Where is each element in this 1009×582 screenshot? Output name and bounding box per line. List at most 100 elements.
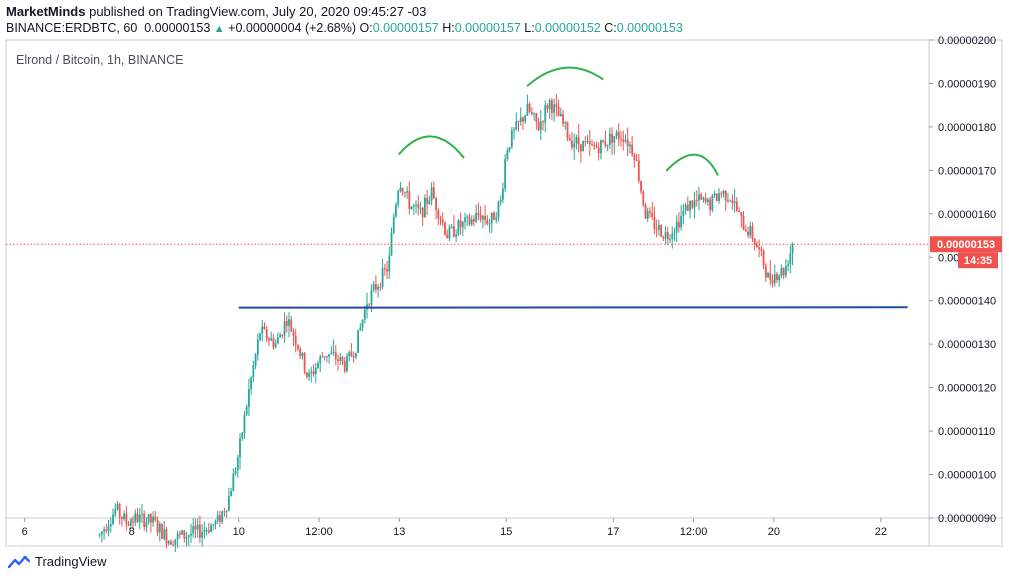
candle-body xyxy=(232,473,235,492)
candle-body xyxy=(713,193,716,196)
candle-body xyxy=(261,326,264,334)
candle-body xyxy=(646,211,649,219)
candle-body xyxy=(163,529,166,539)
candle-body xyxy=(515,121,518,130)
candle-body xyxy=(573,143,576,148)
candle-body xyxy=(682,210,685,216)
candle-body xyxy=(299,349,302,357)
candle-body xyxy=(738,210,740,212)
candle-body xyxy=(528,103,531,113)
candle-body xyxy=(198,524,201,538)
candle-body xyxy=(611,133,613,143)
candle-body xyxy=(174,539,177,545)
candle-body xyxy=(575,137,578,144)
candle-body xyxy=(430,187,433,201)
candle-body xyxy=(176,533,179,540)
candle-body xyxy=(600,140,602,154)
price-axis[interactable]: 0.00000200 0.00000190 0.00000180 0.00000170… xyxy=(929,35,996,525)
candle-body xyxy=(129,521,132,526)
candle-body xyxy=(749,226,752,236)
candle-body xyxy=(259,333,261,340)
symbol-name: BINANCE:ERDBTC, 60 xyxy=(6,21,138,35)
candle-body xyxy=(136,513,139,523)
last-price-tag-label: 0.00000153 xyxy=(937,239,995,251)
candle-body xyxy=(769,272,772,281)
candle-body xyxy=(183,530,186,539)
candle-body xyxy=(544,105,547,123)
candle-body xyxy=(568,138,571,141)
candle-body xyxy=(535,113,538,123)
candle-body xyxy=(381,268,384,287)
candle-body xyxy=(762,250,765,266)
candle-body xyxy=(729,200,732,202)
candle-body xyxy=(579,144,582,152)
candle-body xyxy=(375,284,377,290)
candle-body xyxy=(653,217,656,229)
candle-body xyxy=(234,470,237,474)
candle-body xyxy=(564,122,567,124)
candle-body xyxy=(782,268,785,276)
candle-body xyxy=(308,372,310,377)
published-text: published on TradingView.com, July 20, 2… xyxy=(89,4,427,19)
candle-body xyxy=(510,130,513,148)
candle-body xyxy=(504,159,507,189)
candle-body xyxy=(635,159,638,161)
pattern-arc-1[interactable] xyxy=(398,135,465,159)
candle-body xyxy=(695,200,698,202)
pattern-arc-3[interactable] xyxy=(665,153,719,176)
candle-body xyxy=(201,532,204,538)
candle-body xyxy=(733,201,736,204)
countdown-tag xyxy=(958,252,998,269)
candle-body xyxy=(103,529,105,532)
candle-body xyxy=(595,146,598,148)
candle-body xyxy=(116,504,119,510)
candle-body xyxy=(321,356,324,358)
tradingview-logo[interactable]: TradingView xyxy=(8,554,107,569)
candle-body xyxy=(791,244,794,253)
close-label: C: xyxy=(604,21,617,35)
candle-body xyxy=(312,371,315,375)
candle-body xyxy=(268,338,270,341)
candle-body xyxy=(702,197,705,200)
candle-body xyxy=(205,530,208,532)
candle-body xyxy=(412,205,415,207)
candle-body xyxy=(615,131,618,137)
price-change: +0.00000004 (+2.68%) xyxy=(228,21,357,35)
pattern-arc-2[interactable] xyxy=(526,66,604,87)
chart[interactable]: 0.00000200 0.00000190 0.00000180 0.00000170… xyxy=(0,0,1009,552)
time-axis[interactable]: 6 8 10 12:00 13 15 17 12:00 20 22 xyxy=(22,518,887,538)
candle-body xyxy=(292,331,295,337)
candle-body xyxy=(372,284,375,290)
candle-body xyxy=(263,326,266,330)
candle-body xyxy=(227,496,230,511)
candle-body xyxy=(742,216,745,230)
candle-body xyxy=(747,231,749,236)
candle-body xyxy=(767,272,769,278)
candle-body xyxy=(649,211,651,213)
candle-body xyxy=(192,526,195,534)
candle-body xyxy=(243,414,246,433)
candle-body xyxy=(138,514,141,523)
candle-body xyxy=(207,530,210,533)
candle-body xyxy=(143,513,146,528)
candle-body xyxy=(662,236,665,239)
candle-body xyxy=(127,523,130,526)
candle-body xyxy=(303,352,306,373)
candle-body xyxy=(700,194,703,200)
candle-body xyxy=(403,192,406,194)
candle-body xyxy=(655,228,658,230)
candle-body xyxy=(415,204,417,206)
candle-body xyxy=(187,535,190,537)
time-tick-label: 17 xyxy=(607,526,619,538)
candle-body xyxy=(252,365,255,378)
candle-body xyxy=(622,139,625,142)
candle-body xyxy=(740,211,743,217)
candle-body xyxy=(613,136,616,143)
candle-body xyxy=(475,212,478,222)
time-tick-label: 10 xyxy=(233,526,245,538)
candle-body xyxy=(660,225,663,237)
time-tick-label: 6 xyxy=(22,526,28,538)
author-name[interactable]: MarketMinds xyxy=(6,4,86,19)
candle-body xyxy=(709,199,712,211)
candle-body xyxy=(149,514,152,523)
